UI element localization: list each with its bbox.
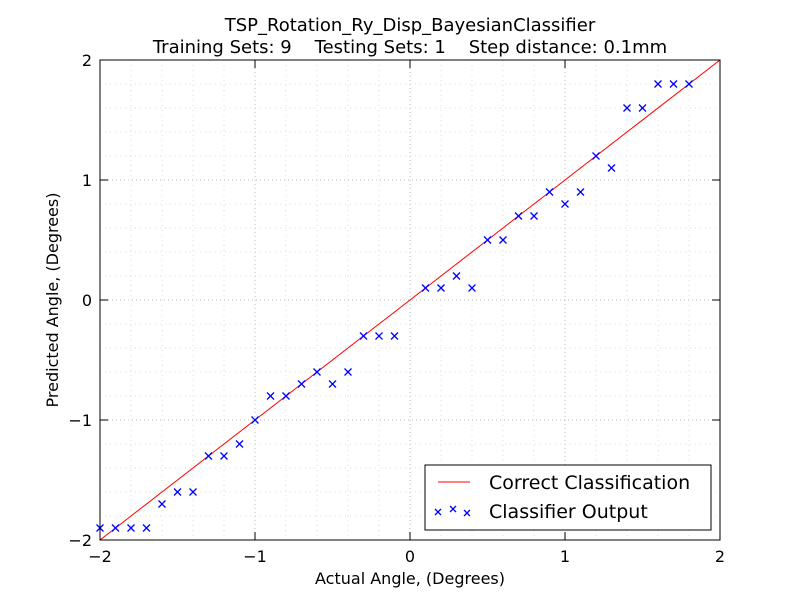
data-point — [545, 188, 554, 196]
chart-title: TSP_Rotation_Ry_Disp_BayesianClassifier — [224, 15, 596, 36]
x-tick-label: 0 — [405, 547, 415, 566]
data-point — [530, 212, 538, 220]
correct-classification-line — [99, 59, 721, 541]
y-tick-label: 2 — [82, 51, 92, 70]
chart-subtitle: Training Sets: 9 Testing Sets: 1 Step di… — [152, 37, 667, 58]
data-point — [251, 416, 259, 424]
x-axis-label: Actual Angle, (Degrees) — [315, 569, 505, 588]
data-point — [235, 440, 244, 448]
data-point — [359, 332, 368, 340]
data-point — [468, 284, 476, 292]
reference-line-layer — [99, 59, 721, 541]
y-tick-label: 1 — [82, 171, 92, 190]
legend-marker — [434, 508, 442, 516]
y-tick-label: −1 — [68, 411, 92, 430]
legend-label-correct-classification: Correct Classification — [489, 472, 690, 494]
data-point — [127, 524, 135, 532]
data-point — [313, 368, 321, 376]
x-tick-label: 1 — [560, 547, 570, 566]
legend-marker — [449, 505, 457, 513]
data-point — [220, 452, 228, 460]
data-point — [669, 80, 678, 88]
data-point — [328, 380, 337, 388]
data-point — [375, 332, 383, 340]
data-point — [297, 380, 306, 388]
data-point — [390, 332, 399, 340]
data-point — [561, 200, 569, 208]
y-axis-label: Predicted Angle, (Degrees) — [43, 193, 62, 408]
data-point — [344, 368, 352, 376]
data-point — [514, 212, 523, 220]
classifier-points — [96, 80, 693, 532]
data-point — [266, 392, 275, 400]
data-point — [452, 272, 461, 280]
data-point — [158, 500, 166, 508]
legend-marker — [463, 509, 471, 517]
legend-marker-swatch — [434, 505, 471, 517]
data-point — [576, 188, 585, 196]
legend-label-classifier-output: Classifier Output — [489, 501, 648, 523]
data-point — [173, 488, 182, 496]
data-point — [638, 104, 647, 112]
data-point — [483, 236, 492, 244]
x-tick-label: −2 — [88, 547, 112, 566]
data-point — [499, 236, 507, 244]
legend: Correct Classification Classifier Output — [424, 464, 712, 531]
data-point — [282, 392, 290, 400]
data-point — [654, 80, 662, 88]
data-point — [437, 284, 445, 292]
data-point — [189, 488, 197, 496]
data-point — [421, 284, 430, 292]
axis-ticks: −2 −1 0 1 2 −2 −1 0 1 2 — [68, 51, 725, 566]
y-tick-label: −2 — [68, 531, 92, 550]
x-tick-label: 2 — [715, 547, 725, 566]
data-point — [204, 452, 213, 460]
data-point — [685, 80, 693, 88]
data-point — [142, 524, 151, 532]
data-point — [623, 104, 631, 112]
data-point — [111, 524, 120, 532]
x-tick-label: −1 — [243, 547, 267, 566]
data-point — [607, 164, 616, 172]
data-point — [592, 152, 600, 160]
y-tick-label: 0 — [82, 291, 92, 310]
legend-box — [424, 464, 712, 531]
